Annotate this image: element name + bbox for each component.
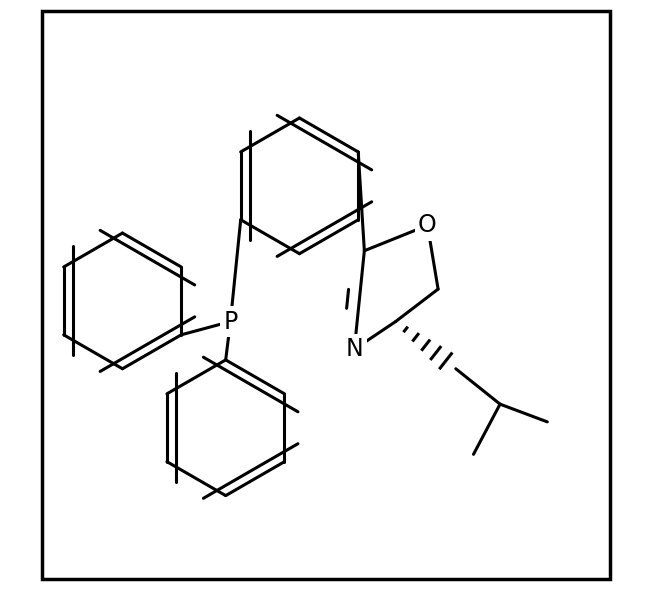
Text: P: P — [223, 310, 237, 333]
Text: O: O — [418, 214, 437, 237]
Text: N: N — [346, 337, 363, 361]
